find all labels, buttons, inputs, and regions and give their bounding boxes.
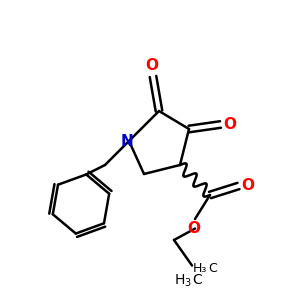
Text: O: O (187, 221, 200, 236)
Text: H₃: H₃ (193, 262, 207, 275)
Text: C: C (193, 273, 202, 287)
Text: O: O (145, 58, 158, 73)
Text: O: O (241, 178, 254, 194)
Text: H$_3$: H$_3$ (174, 273, 192, 290)
Text: N: N (120, 134, 133, 148)
Text: C: C (208, 262, 217, 275)
Text: O: O (223, 117, 236, 132)
